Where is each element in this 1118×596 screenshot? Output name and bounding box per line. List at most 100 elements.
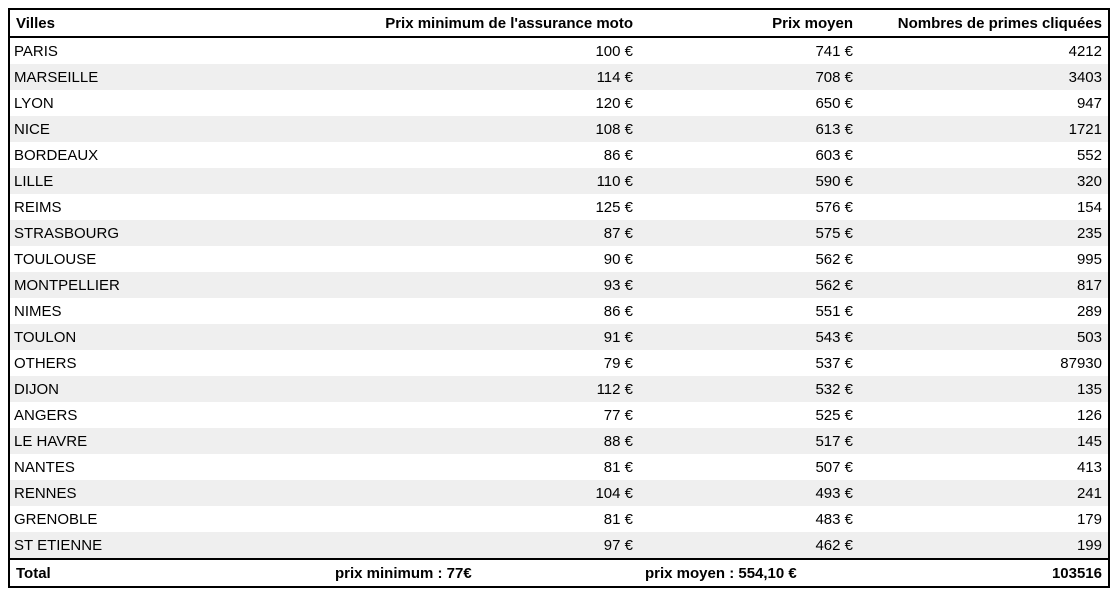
cell-prix-moyen: 590 € [639,168,859,194]
cell-prix-min: 93 € [329,272,639,298]
table-row: RENNES104 €493 €241 [9,480,1109,506]
cell-prix-min: 100 € [329,37,639,64]
cell-prix-moyen: 517 € [639,428,859,454]
cell-prix-min: 125 € [329,194,639,220]
cell-ville: DIJON [9,376,329,402]
cell-primes: 179 [859,506,1109,532]
cell-primes: 1721 [859,116,1109,142]
cell-prix-min: 108 € [329,116,639,142]
table-row: STRASBOURG87 €575 €235 [9,220,1109,246]
cell-prix-moyen: 562 € [639,246,859,272]
cell-ville: NICE [9,116,329,142]
cell-prix-min: 88 € [329,428,639,454]
insurance-price-table: Villes Prix minimum de l'assurance moto … [8,8,1110,588]
cell-prix-moyen: 562 € [639,272,859,298]
col-header-primes: Nombres de primes cliquées [859,9,1109,37]
cell-ville: LE HAVRE [9,428,329,454]
cell-prix-moyen: 483 € [639,506,859,532]
cell-prix-moyen: 650 € [639,90,859,116]
footer-prix-min: prix minimum : 77€ [329,559,639,587]
cell-primes: 4212 [859,37,1109,64]
cell-primes: 413 [859,454,1109,480]
cell-prix-min: 114 € [329,64,639,90]
table-row: MONTPELLIER93 €562 €817 [9,272,1109,298]
cell-prix-moyen: 543 € [639,324,859,350]
cell-prix-min: 112 € [329,376,639,402]
cell-primes: 552 [859,142,1109,168]
cell-ville: TOULON [9,324,329,350]
cell-ville: MONTPELLIER [9,272,329,298]
table-row: LE HAVRE88 €517 €145 [9,428,1109,454]
cell-primes: 87930 [859,350,1109,376]
table-footer: Total prix minimum : 77€ prix moyen : 55… [9,559,1109,587]
cell-primes: 235 [859,220,1109,246]
cell-ville: REIMS [9,194,329,220]
cell-ville: OTHERS [9,350,329,376]
cell-ville: NANTES [9,454,329,480]
cell-primes: 320 [859,168,1109,194]
cell-primes: 135 [859,376,1109,402]
cell-prix-moyen: 708 € [639,64,859,90]
cell-prix-moyen: 507 € [639,454,859,480]
cell-ville: LYON [9,90,329,116]
cell-primes: 3403 [859,64,1109,90]
table-header: Villes Prix minimum de l'assurance moto … [9,9,1109,37]
cell-prix-min: 87 € [329,220,639,246]
cell-prix-min: 110 € [329,168,639,194]
cell-prix-moyen: 537 € [639,350,859,376]
cell-prix-min: 81 € [329,506,639,532]
cell-prix-min: 91 € [329,324,639,350]
cell-primes: 817 [859,272,1109,298]
cell-prix-moyen: 613 € [639,116,859,142]
cell-prix-moyen: 551 € [639,298,859,324]
cell-ville: GRENOBLE [9,506,329,532]
cell-prix-moyen: 525 € [639,402,859,428]
cell-ville: ANGERS [9,402,329,428]
cell-primes: 145 [859,428,1109,454]
table-row: OTHERS79 €537 €87930 [9,350,1109,376]
cell-prix-moyen: 493 € [639,480,859,506]
table-row: ANGERS77 €525 €126 [9,402,1109,428]
cell-prix-min: 77 € [329,402,639,428]
cell-primes: 995 [859,246,1109,272]
cell-prix-moyen: 741 € [639,37,859,64]
table-row: DIJON112 €532 €135 [9,376,1109,402]
cell-prix-min: 90 € [329,246,639,272]
cell-prix-min: 86 € [329,298,639,324]
table-body: PARIS100 €741 €4212MARSEILLE114 €708 €34… [9,37,1109,559]
footer-primes-total: 103516 [859,559,1109,587]
cell-prix-min: 120 € [329,90,639,116]
cell-primes: 503 [859,324,1109,350]
table-row: TOULOUSE90 €562 €995 [9,246,1109,272]
cell-prix-min: 79 € [329,350,639,376]
footer-total-label: Total [9,559,329,587]
table-row: TOULON91 €543 €503 [9,324,1109,350]
cell-ville: STRASBOURG [9,220,329,246]
cell-prix-moyen: 575 € [639,220,859,246]
cell-prix-min: 81 € [329,454,639,480]
cell-prix-moyen: 532 € [639,376,859,402]
col-header-ville: Villes [9,9,329,37]
cell-ville: NIMES [9,298,329,324]
table-row: BORDEAUX86 €603 €552 [9,142,1109,168]
cell-ville: TOULOUSE [9,246,329,272]
cell-ville: LILLE [9,168,329,194]
cell-primes: 241 [859,480,1109,506]
cell-primes: 154 [859,194,1109,220]
table-row: NIMES86 €551 €289 [9,298,1109,324]
cell-primes: 126 [859,402,1109,428]
table-row: NICE108 €613 €1721 [9,116,1109,142]
footer-prix-moyen: prix moyen : 554,10 € [639,559,859,587]
col-header-prix-min: Prix minimum de l'assurance moto [329,9,639,37]
cell-ville: PARIS [9,37,329,64]
table-row: GRENOBLE81 €483 €179 [9,506,1109,532]
table-row: LYON120 €650 €947 [9,90,1109,116]
table-row: LILLE110 €590 €320 [9,168,1109,194]
cell-ville: RENNES [9,480,329,506]
cell-primes: 947 [859,90,1109,116]
col-header-prix-moyen: Prix moyen [639,9,859,37]
cell-prix-moyen: 603 € [639,142,859,168]
cell-ville: BORDEAUX [9,142,329,168]
cell-primes: 289 [859,298,1109,324]
table-row: MARSEILLE114 €708 €3403 [9,64,1109,90]
